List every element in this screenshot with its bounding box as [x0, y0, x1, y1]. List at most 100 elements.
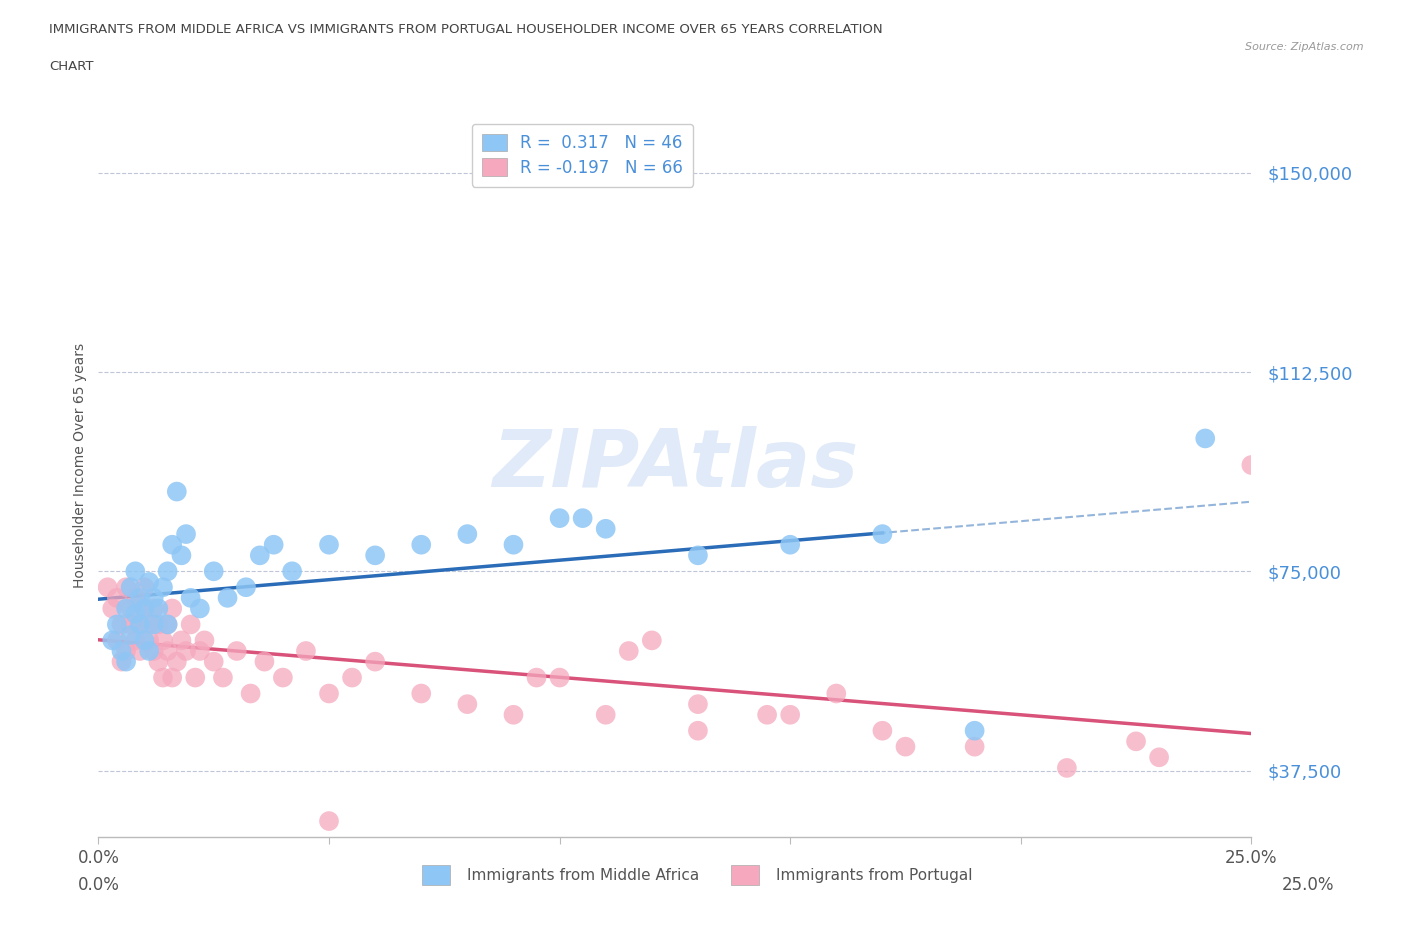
Point [115, 601, 138, 616]
FancyBboxPatch shape [731, 865, 759, 885]
Point [152, 579, 174, 594]
Point [124, 591, 146, 605]
Point [134, 601, 156, 616]
Point [617, 644, 640, 658]
Point [124, 606, 146, 621]
Point [160, 538, 183, 552]
Point [120, 628, 142, 643]
Point [271, 671, 294, 685]
Point [202, 564, 225, 578]
Point [101, 601, 124, 616]
Point [686, 548, 709, 563]
Point [129, 617, 152, 631]
FancyBboxPatch shape [422, 865, 450, 885]
Point [138, 617, 160, 631]
Point [779, 708, 801, 723]
Point [364, 548, 387, 563]
Point [138, 644, 160, 658]
Point [571, 511, 593, 525]
Point [318, 814, 340, 829]
Point [526, 671, 548, 685]
Point [779, 538, 801, 552]
Point [148, 617, 170, 631]
Point [105, 617, 128, 631]
Point [142, 591, 165, 605]
Point [872, 724, 894, 738]
Y-axis label: Householder Income Over 65 years: Householder Income Over 65 years [73, 342, 87, 588]
Point [138, 575, 160, 590]
Point [129, 591, 152, 605]
Point [212, 671, 235, 685]
Point [124, 564, 146, 578]
Point [124, 633, 146, 648]
Point [105, 591, 128, 605]
Point [263, 538, 285, 552]
Point [1125, 734, 1147, 749]
Point [120, 601, 142, 616]
Point [202, 654, 225, 669]
Point [110, 644, 132, 658]
Point [160, 601, 183, 616]
Point [217, 591, 239, 605]
Point [641, 633, 664, 648]
Point [963, 724, 986, 738]
Point [825, 686, 848, 701]
Text: CHART: CHART [49, 60, 94, 73]
Point [129, 617, 152, 631]
Text: ZIPAtlas: ZIPAtlas [492, 426, 858, 504]
Point [1194, 431, 1216, 445]
Point [166, 654, 188, 669]
Text: Immigrants from Portugal: Immigrants from Portugal [776, 868, 973, 883]
Point [411, 686, 433, 701]
Point [1056, 761, 1078, 776]
Text: IMMIGRANTS FROM MIDDLE AFRICA VS IMMIGRANTS FROM PORTUGAL HOUSEHOLDER INCOME OVE: IMMIGRANTS FROM MIDDLE AFRICA VS IMMIGRA… [49, 23, 883, 36]
Point [170, 548, 193, 563]
Point [120, 579, 142, 594]
Point [174, 644, 197, 658]
Point [105, 633, 128, 648]
Point [97, 579, 120, 594]
Point [456, 697, 478, 711]
Point [193, 633, 215, 648]
Point [160, 671, 183, 685]
Point [295, 644, 318, 658]
Point [110, 617, 132, 631]
Point [188, 644, 211, 658]
Text: Immigrants from Middle Africa: Immigrants from Middle Africa [467, 868, 699, 883]
Point [156, 617, 179, 631]
Point [364, 654, 387, 669]
Point [502, 538, 524, 552]
Point [239, 686, 262, 701]
Point [156, 644, 179, 658]
Point [120, 617, 142, 631]
Point [686, 724, 709, 738]
Text: 0.0%: 0.0% [77, 876, 120, 895]
Point [166, 485, 188, 499]
Point [456, 526, 478, 541]
Point [502, 708, 524, 723]
Point [1147, 750, 1170, 764]
Point [174, 526, 197, 541]
Legend: R =  0.317   N = 46, R = -0.197   N = 66: R = 0.317 N = 46, R = -0.197 N = 66 [472, 124, 693, 187]
Point [129, 644, 152, 658]
Point [115, 579, 138, 594]
Point [152, 633, 174, 648]
Point [235, 579, 257, 594]
Point [872, 526, 894, 541]
Point [134, 579, 156, 594]
Point [156, 617, 179, 631]
Text: Source: ZipAtlas.com: Source: ZipAtlas.com [1246, 42, 1364, 52]
Point [184, 671, 207, 685]
Point [115, 654, 138, 669]
Point [148, 601, 170, 616]
Point [180, 591, 202, 605]
Point [318, 538, 340, 552]
Point [142, 601, 165, 616]
Point [1240, 458, 1263, 472]
Point [756, 708, 779, 723]
Point [170, 633, 193, 648]
Point [340, 671, 363, 685]
Point [134, 601, 156, 616]
Point [595, 708, 617, 723]
Point [180, 617, 202, 631]
